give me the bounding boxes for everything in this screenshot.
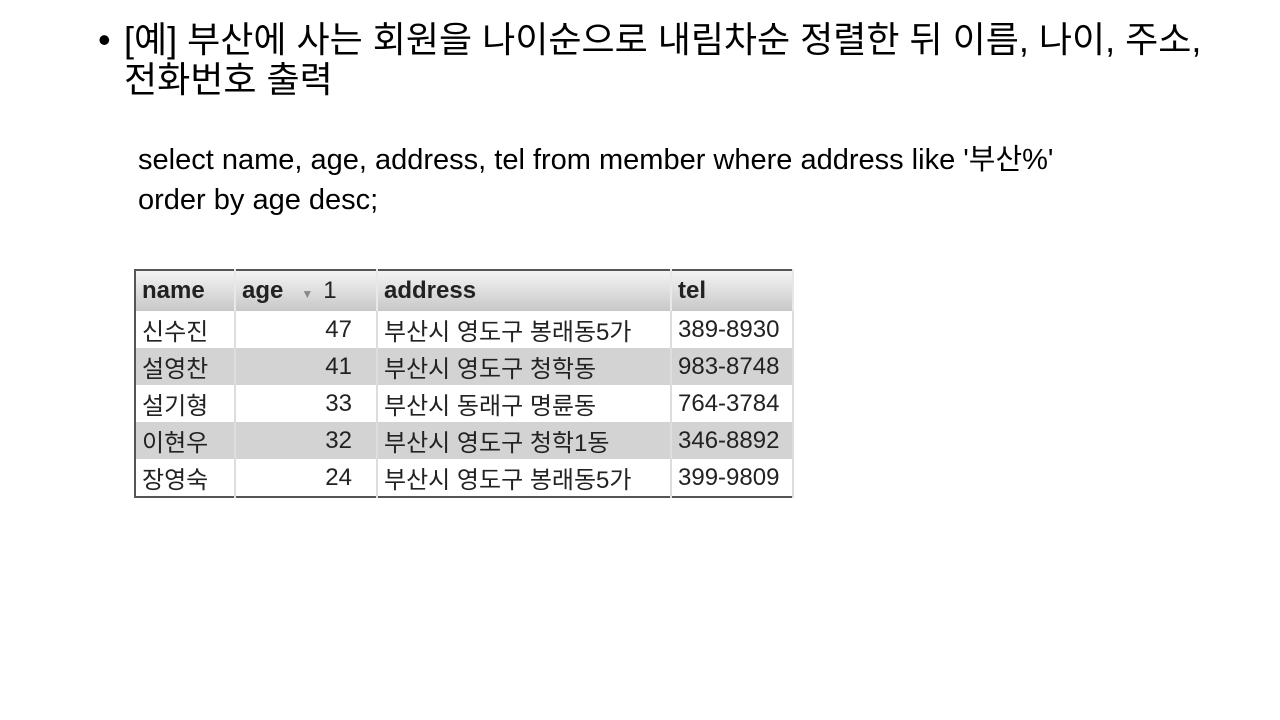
table-row: 이현우 32 부산시 영도구 청학1동 346-8892 — [135, 422, 794, 459]
cell-address: 부산시 영도구 봉래동5가 — [377, 459, 672, 497]
cell-address: 부산시 영도구 청학동 — [377, 348, 672, 385]
slide-title: [예] 부산에 사는 회원을 나이순으로 내림차순 정렬한 뒤 이름, 나이, … — [124, 19, 1202, 100]
table-row: 신수진 47 부산시 영도구 봉래동5가 389-8930 — [135, 311, 794, 348]
cell-address: 부산시 동래구 명륜동 — [377, 385, 672, 422]
table-row: 설기형 33 부산시 동래구 명륜동 764-3784 — [135, 385, 794, 422]
column-header-name[interactable]: name — [135, 270, 236, 311]
result-table: name age ▼ 1 address tel 신수진 47 부산시 영도구 봉래… — [134, 269, 794, 498]
column-header-age[interactable]: age ▼ 1 — [235, 270, 378, 311]
cell-age: 24 — [235, 459, 378, 497]
sort-descending-icon: ▼ — [301, 287, 314, 301]
cell-address: 부산시 영도구 청학1동 — [377, 422, 672, 459]
sort-order-number: 1 — [323, 277, 337, 304]
table-header-row: name age ▼ 1 address tel — [135, 270, 794, 311]
cell-tel: 983-8748 — [671, 348, 794, 385]
cell-name: 설영찬 — [135, 348, 236, 385]
cell-age: 32 — [235, 422, 378, 459]
cell-age: 41 — [235, 348, 378, 385]
column-header-tel[interactable]: tel — [671, 270, 794, 311]
cell-tel: 346-8892 — [671, 422, 794, 459]
cell-name: 이현우 — [135, 422, 236, 459]
table-row: 장영숙 24 부산시 영도구 봉래동5가 399-9809 — [135, 459, 794, 497]
cell-name: 장영숙 — [135, 459, 236, 497]
cell-name: 설기형 — [135, 385, 236, 422]
column-header-address[interactable]: address — [377, 270, 672, 311]
cell-tel: 399-9809 — [671, 459, 794, 497]
sql-query: select name, age, address, tel from memb… — [138, 140, 1218, 220]
cell-age: 33 — [235, 385, 378, 422]
cell-age: 47 — [235, 311, 378, 348]
sql-line-2: order by age desc; — [138, 184, 379, 216]
cell-name: 신수진 — [135, 311, 236, 348]
cell-address: 부산시 영도구 봉래동5가 — [377, 311, 672, 348]
sql-line-1: select name, age, address, tel from memb… — [138, 144, 1054, 176]
cell-tel: 764-3784 — [671, 385, 794, 422]
table-row: 설영찬 41 부산시 영도구 청학동 983-8748 — [135, 348, 794, 385]
bullet-marker: • — [98, 19, 111, 60]
column-header-age-label: age — [242, 277, 284, 304]
cell-tel: 389-8930 — [671, 311, 794, 348]
